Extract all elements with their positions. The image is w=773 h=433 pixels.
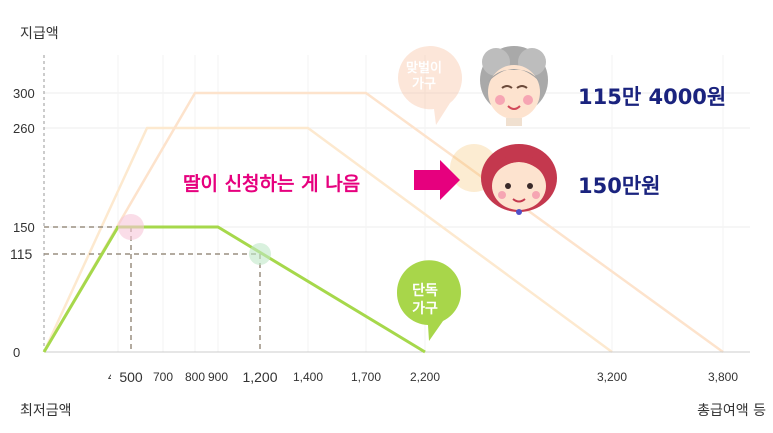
x-axis-left-title: 최저금액: [20, 403, 72, 419]
dual-household-bubble: 맞벌이 가구: [398, 46, 462, 125]
x-highlight-label: 500: [119, 369, 143, 385]
background-series: [42, 91, 724, 354]
y-tick-label: 260: [13, 121, 35, 136]
y-tick-labels: 300 260 150 0 115: [10, 86, 35, 360]
x-highlight-label: 1,200: [242, 369, 277, 385]
x-tick-label: 2,200: [410, 370, 440, 384]
y-tick-label: 300: [13, 86, 35, 101]
grandmother-face-icon: [480, 46, 548, 126]
guide-lines: [44, 226, 261, 352]
x-axis-right-title: 총급여액 등: [697, 403, 766, 419]
y-tick-label: 0: [13, 345, 20, 360]
y-axis-title: 지급액: [20, 26, 59, 42]
daughter-amount-label: 150만원: [578, 174, 660, 198]
y-highlight-label: 115: [10, 246, 33, 262]
x-tick-label: 800: [185, 370, 205, 384]
single-household-bubble: 단독 가구: [396, 260, 461, 341]
x-highlight-bg: [111, 366, 151, 386]
x-highlight-bg: [240, 366, 280, 386]
x-tick-label: 3,200: [597, 370, 627, 384]
series-line-0: [42, 225, 426, 354]
series-line-1: [42, 126, 613, 354]
x-tick-label: 1,400: [293, 370, 323, 384]
x-tick-label: 700: [153, 370, 173, 384]
girl-face-icon: [481, 144, 557, 215]
x-tick-label: 1,700: [351, 370, 381, 384]
x-tick-labels: 4007008009001,4001,7002,2003,2003,800500…: [108, 366, 738, 386]
x-tick-label: 3,800: [708, 370, 738, 384]
highlight-marker-500: [118, 214, 144, 240]
daughter-recommendation-label: 딸이 신청하는 게 나음: [183, 173, 360, 195]
single-household-series: [42, 225, 426, 354]
x-tick-label: 900: [208, 370, 228, 384]
mother-amount-label: 115만 4000원: [578, 85, 726, 109]
y-tick-label: 150: [13, 220, 35, 235]
right-arrow-icon: [414, 160, 460, 200]
highlight-marker-1200: [249, 243, 271, 265]
dual-household-label: 맞벌이 가구: [406, 60, 442, 92]
